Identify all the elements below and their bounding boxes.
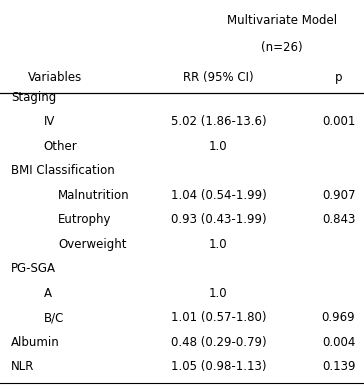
- Text: 0.93 (0.43-1.99): 0.93 (0.43-1.99): [171, 213, 266, 226]
- Text: A: A: [44, 287, 52, 300]
- Text: p: p: [335, 71, 342, 84]
- Text: 0.139: 0.139: [322, 360, 355, 373]
- Text: 0.001: 0.001: [322, 115, 355, 128]
- Text: RR (95% CI): RR (95% CI): [183, 71, 254, 84]
- Text: 1.01 (0.57-1.80): 1.01 (0.57-1.80): [171, 311, 266, 324]
- Text: 0.843: 0.843: [322, 213, 355, 226]
- Text: Variables: Variables: [27, 71, 82, 84]
- Text: 0.907: 0.907: [322, 189, 355, 202]
- Text: 1.04 (0.54-1.99): 1.04 (0.54-1.99): [170, 189, 266, 202]
- Text: 1.0: 1.0: [209, 238, 228, 251]
- Text: Multivariate Model: Multivariate Model: [227, 14, 337, 26]
- Text: Other: Other: [44, 140, 78, 153]
- Text: B/C: B/C: [44, 311, 64, 324]
- Text: 1.0: 1.0: [209, 140, 228, 153]
- Text: Overweight: Overweight: [58, 238, 127, 251]
- Text: 1.0: 1.0: [209, 287, 228, 300]
- Text: NLR: NLR: [11, 360, 34, 373]
- Text: Malnutrition: Malnutrition: [58, 189, 130, 202]
- Text: 0.004: 0.004: [322, 336, 355, 349]
- Text: Eutrophy: Eutrophy: [58, 213, 112, 226]
- Text: 5.02 (1.86-13.6): 5.02 (1.86-13.6): [171, 115, 266, 128]
- Text: 0.48 (0.29-0.79): 0.48 (0.29-0.79): [171, 336, 266, 349]
- Text: BMI Classification: BMI Classification: [11, 164, 115, 177]
- Text: 0.969: 0.969: [322, 311, 355, 324]
- Text: Staging: Staging: [11, 91, 56, 104]
- Text: IV: IV: [44, 115, 55, 128]
- Text: 1.05 (0.98-1.13): 1.05 (0.98-1.13): [171, 360, 266, 373]
- Text: (n=26): (n=26): [261, 41, 303, 54]
- Text: Albumin: Albumin: [11, 336, 60, 349]
- Text: PG-SGA: PG-SGA: [11, 262, 56, 275]
